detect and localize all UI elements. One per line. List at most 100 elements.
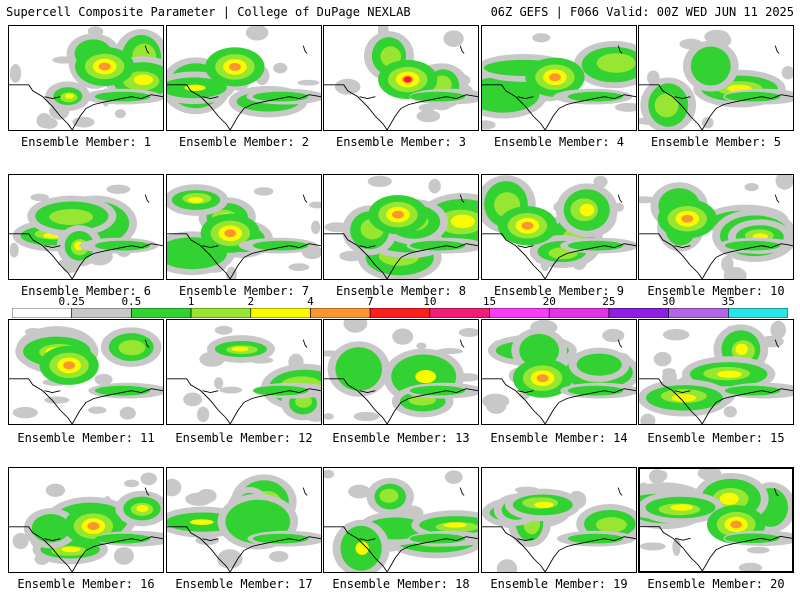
gulf-coastline (701, 535, 792, 571)
scp-contour-green (724, 91, 781, 102)
scp-contour-orange (224, 229, 237, 238)
scp-field (167, 184, 321, 279)
scp-contour-yellow (355, 541, 369, 556)
scp-contour-orange (228, 62, 241, 71)
scp-contour-gray (744, 182, 759, 192)
scp-contour-gray (458, 328, 478, 337)
ensemble-member-map-3[interactable] (323, 25, 479, 131)
state-border (9, 378, 73, 424)
ensemble-member-map-8[interactable] (323, 174, 479, 280)
scp-contour-gray (723, 406, 737, 418)
scp-contour-gray (348, 484, 371, 499)
ensemble-member-map-9[interactable] (481, 174, 637, 280)
scp-contour-gray (44, 396, 70, 404)
state-border (482, 84, 546, 130)
ensemble-member-map-17[interactable] (166, 467, 322, 573)
gulf-coastline (701, 388, 793, 424)
scp-contour-gray (226, 266, 237, 279)
river-line (44, 96, 61, 100)
scp-contour-gray (311, 220, 321, 235)
scp-contour-lightgreen (379, 488, 399, 503)
scp-field (9, 326, 163, 424)
color-scale-segment (190, 308, 252, 318)
ensemble-member-map-5[interactable] (638, 25, 794, 131)
color-scale-segment (131, 308, 192, 318)
ensemble-member-label: Ensemble Member: 14 (490, 431, 628, 445)
river-line (674, 537, 691, 541)
ensemble-member-label: Ensemble Member: 11 (17, 431, 155, 445)
river-line (44, 538, 61, 542)
ensemble-member-map-19[interactable] (481, 467, 637, 573)
scp-contour-yellow (64, 93, 75, 99)
ensemble-member-map-12[interactable] (166, 319, 322, 425)
scp-contour-gray (113, 547, 134, 565)
lake-outline (459, 487, 465, 496)
scp-contour-gray (775, 175, 793, 190)
ensemble-member-map-4[interactable] (481, 25, 637, 131)
gulf-coastline (71, 388, 163, 424)
river-line (44, 245, 61, 249)
scp-contour-yellow (670, 504, 693, 511)
scp-contour-gray (197, 488, 217, 504)
lake-outline (774, 339, 780, 348)
river-line (517, 538, 534, 542)
scp-contour-gray (367, 175, 392, 187)
scp-contour-gray (140, 472, 157, 486)
ensemble-member-map-6[interactable] (8, 174, 164, 280)
scp-contour-yellow (735, 343, 748, 356)
color-scale-tick-label: 2 (247, 295, 255, 308)
scp-contour-gray (269, 551, 289, 562)
ensemble-member-map-2[interactable] (166, 25, 322, 131)
scp-field (9, 472, 163, 572)
ensemble-member-label: Ensemble Member: 4 (493, 135, 625, 149)
scp-contour-gray (324, 413, 334, 420)
ensemble-member-map-13[interactable] (323, 319, 479, 425)
scp-contour-gray (124, 479, 140, 488)
gulf-coastline (229, 94, 321, 130)
scp-contour-gray (418, 103, 436, 112)
scp-contour-green (31, 514, 70, 543)
ensemble-member-map-15[interactable] (638, 319, 794, 425)
scp-field (324, 26, 478, 130)
state-border (639, 84, 703, 130)
scp-contour-yellow (61, 546, 81, 553)
ensemble-member-map-11[interactable] (8, 319, 164, 425)
ensemble-member-map-14[interactable] (481, 319, 637, 425)
gulf-coastline (71, 243, 163, 279)
scp-contour-gray (273, 62, 288, 74)
scp-contour-gray (339, 250, 364, 262)
ensemble-member-label: Ensemble Member: 1 (20, 135, 152, 149)
scp-contour-gray (416, 342, 427, 350)
state-border (167, 526, 231, 572)
scp-contour-yellow (188, 197, 204, 203)
scp-contour-gray (653, 351, 672, 367)
ensemble-member-label: Ensemble Member: 19 (490, 577, 628, 591)
ensemble-member-map-1[interactable] (8, 25, 164, 131)
ensemble-member-label: Ensemble Member: 2 (178, 135, 310, 149)
river-line (359, 390, 376, 394)
color-scale-segment (668, 308, 729, 318)
scp-contour-green (94, 533, 151, 544)
scp-field (324, 175, 478, 279)
color-scale-tick-label: 0.5 (121, 295, 142, 308)
ensemble-member-map-16[interactable] (8, 467, 164, 573)
scp-contour-gray (659, 470, 668, 481)
color-scale-tick-label: 0.25 (58, 295, 85, 308)
scp-field (9, 26, 163, 130)
scp-contour-gray (114, 109, 126, 119)
ensemble-member-map-18[interactable] (323, 467, 479, 573)
color-scale-tick-label: 15 (482, 295, 497, 308)
scp-contour-green (567, 240, 624, 251)
color-scale-tick-label: 4 (307, 295, 314, 308)
scp-contour-gray (245, 26, 269, 41)
ensemble-member-map-7[interactable] (166, 174, 322, 280)
ensemble-member-map-20[interactable] (638, 467, 794, 573)
ensemble-member-map-10[interactable] (638, 174, 794, 280)
ensemble-member-label: Ensemble Member: 8 (335, 284, 467, 298)
river-line (674, 390, 691, 394)
scp-contour-gray (640, 542, 666, 551)
color-scale-tick-label: 1 (187, 295, 195, 308)
color-scale-tick-label: 7 (366, 295, 374, 308)
gulf-coastline (71, 94, 163, 130)
scp-contour-gray (30, 193, 49, 202)
